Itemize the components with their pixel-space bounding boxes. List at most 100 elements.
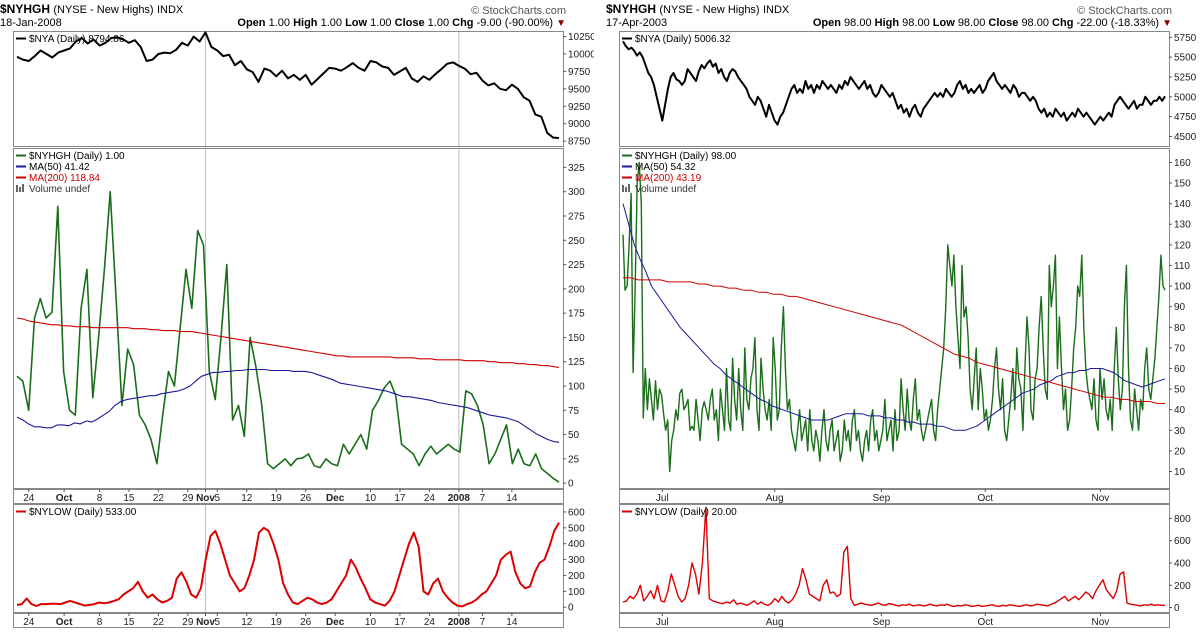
x-tick-label: 10 <box>365 617 377 628</box>
x-tick-label: 15 <box>123 493 135 504</box>
x-tick-label: Nov <box>196 617 215 628</box>
chart-date: 17-Apr-2003 <box>606 17 668 29</box>
ma50-line <box>622 203 1166 431</box>
y-tick-label: 175 <box>568 309 585 320</box>
x-tick-label: 24 <box>23 493 35 504</box>
x-tick-label: 29 <box>182 493 194 504</box>
legend-label: $NYHGH (Daily) 1.00 <box>29 151 125 162</box>
new-highs-panel-frame <box>13 148 564 489</box>
legend-label: MA(50) 41.42 <box>29 162 90 173</box>
x-tick-label: Nov <box>1092 617 1110 628</box>
brand-watermark[interactable]: © StockCharts.com <box>471 5 566 17</box>
y-tick-label: 0 <box>568 603 574 614</box>
symbol-title: $NYHGH <box>606 2 657 16</box>
y-tick-label: 4500 <box>1174 132 1197 143</box>
x-axis-strip <box>13 489 564 504</box>
ohlc-values: Open 98.00 High 98.00 Low 98.00 Close 98… <box>812 17 1172 29</box>
y-tick-label: 30 <box>1174 426 1186 437</box>
nya-price-panel-frame <box>619 31 1170 147</box>
x-tick-label: 24 <box>424 493 436 504</box>
x-tick-label: Dec <box>326 617 345 628</box>
volume-bars-icon <box>628 184 630 192</box>
y-tick-label: 250 <box>568 236 585 247</box>
y-tick-label: 140 <box>1174 199 1191 210</box>
y-tick-label: 200 <box>568 284 585 295</box>
x-tick-label: Oct <box>977 617 993 628</box>
nya-price-panel-frame <box>13 31 564 147</box>
x-tick-label: Nov <box>196 493 215 504</box>
y-tick-label: 200 <box>568 571 585 582</box>
new-highs-line <box>16 190 560 483</box>
y-tick-label: 40 <box>1174 405 1186 416</box>
y-tick-label: 90 <box>1174 302 1186 313</box>
y-tick-label: 110 <box>1174 261 1190 272</box>
y-tick-label: 400 <box>1174 559 1191 570</box>
x-tick-label: Nov <box>1092 493 1110 504</box>
y-tick-label: 5000 <box>1174 92 1197 103</box>
y-tick-label: 600 <box>568 507 585 518</box>
x-tick-label: Jul <box>656 617 669 628</box>
symbol-title: $NYHGH <box>0 2 51 16</box>
legend-label: $NYLOW (Daily) 20.00 <box>635 507 737 518</box>
y-tick-label: 8750 <box>568 137 591 148</box>
x-tick-label: Jul <box>656 493 669 504</box>
legend-label: $NYA (Daily) 5006.32 <box>635 34 731 45</box>
low-value: 1.00 <box>370 17 392 29</box>
y-tick-label: 300 <box>568 555 585 566</box>
x-tick-label: 29 <box>182 617 194 628</box>
new-highs-panel-frame <box>619 148 1170 489</box>
x-tick-label: 12 <box>241 493 253 504</box>
ma50-line <box>16 368 560 443</box>
legend-label: Volume undef <box>635 184 696 195</box>
right-chart-canvas: JulAugSepOctNovDec2003FebMarAprJulAugSep… <box>619 31 1197 628</box>
x-tick-label: Oct <box>56 493 73 504</box>
x-tick-label: 19 <box>271 493 283 504</box>
change-down-arrow-icon: ▼ <box>1162 18 1172 29</box>
y-tick-label: 60 <box>1174 364 1186 375</box>
y-tick-label: 0 <box>1174 603 1180 614</box>
x-tick-label: Aug <box>766 617 784 628</box>
y-tick-label: 50 <box>1174 385 1186 396</box>
x-tick-label: 8 <box>97 617 103 628</box>
y-tick-label: 325 <box>568 163 585 174</box>
legend-label: $NYA (Daily) 8794.86 <box>29 34 125 45</box>
change-value: -9.00 (-90.00%) <box>476 17 554 29</box>
x-axis-strip <box>619 613 1170 628</box>
y-tick-label: 225 <box>568 260 585 271</box>
new-lows-panel-frame <box>619 504 1170 613</box>
x-tick-label: 17 <box>394 617 406 628</box>
ma200-line <box>16 317 560 369</box>
y-tick-label: 275 <box>568 212 585 223</box>
y-tick-label: 130 <box>1174 220 1191 231</box>
legend-label: $NYLOW (Daily) 533.00 <box>29 507 137 518</box>
x-tick-label: 24 <box>424 617 436 628</box>
y-tick-label: 200 <box>1174 581 1191 592</box>
x-axis-strip <box>619 489 1170 504</box>
x-tick-label: Dec <box>326 493 345 504</box>
y-tick-label: 10250 <box>568 32 594 43</box>
change-value: -22.00 (-18.33%) <box>1076 17 1160 29</box>
y-tick-label: 10000 <box>568 50 594 61</box>
close-value: 98.00 <box>1021 17 1049 29</box>
chart-date: 18-Jan-2008 <box>0 17 62 29</box>
legend-label: Volume undef <box>29 184 90 195</box>
brand-watermark[interactable]: © StockCharts.com <box>1077 5 1172 17</box>
nya-line <box>16 31 560 139</box>
new-lows-line <box>16 522 560 608</box>
y-tick-label: 150 <box>1174 179 1191 190</box>
exchange-label: INDX <box>156 4 184 16</box>
y-tick-label: 160 <box>1174 158 1191 169</box>
chart-header: $NYHGH (NYSE - New Highs) INDX © StockCh… <box>606 2 1200 18</box>
legend-label: MA(200) 118.84 <box>29 173 100 184</box>
new-lows-line <box>622 506 1165 608</box>
y-tick-label: 25 <box>568 454 580 465</box>
y-tick-label: 120 <box>1174 240 1191 251</box>
x-tick-label: Sep <box>872 617 890 628</box>
x-tick-label: 15 <box>123 617 135 628</box>
volume-bars-icon <box>22 184 24 192</box>
x-tick-label: 10 <box>365 493 377 504</box>
x-tick-label: 2008 <box>448 493 471 504</box>
x-tick-label: Oct <box>977 493 993 504</box>
y-tick-label: 9250 <box>568 102 591 113</box>
chart-header: $NYHGH (NYSE - New Highs) INDX © StockCh… <box>0 2 594 18</box>
